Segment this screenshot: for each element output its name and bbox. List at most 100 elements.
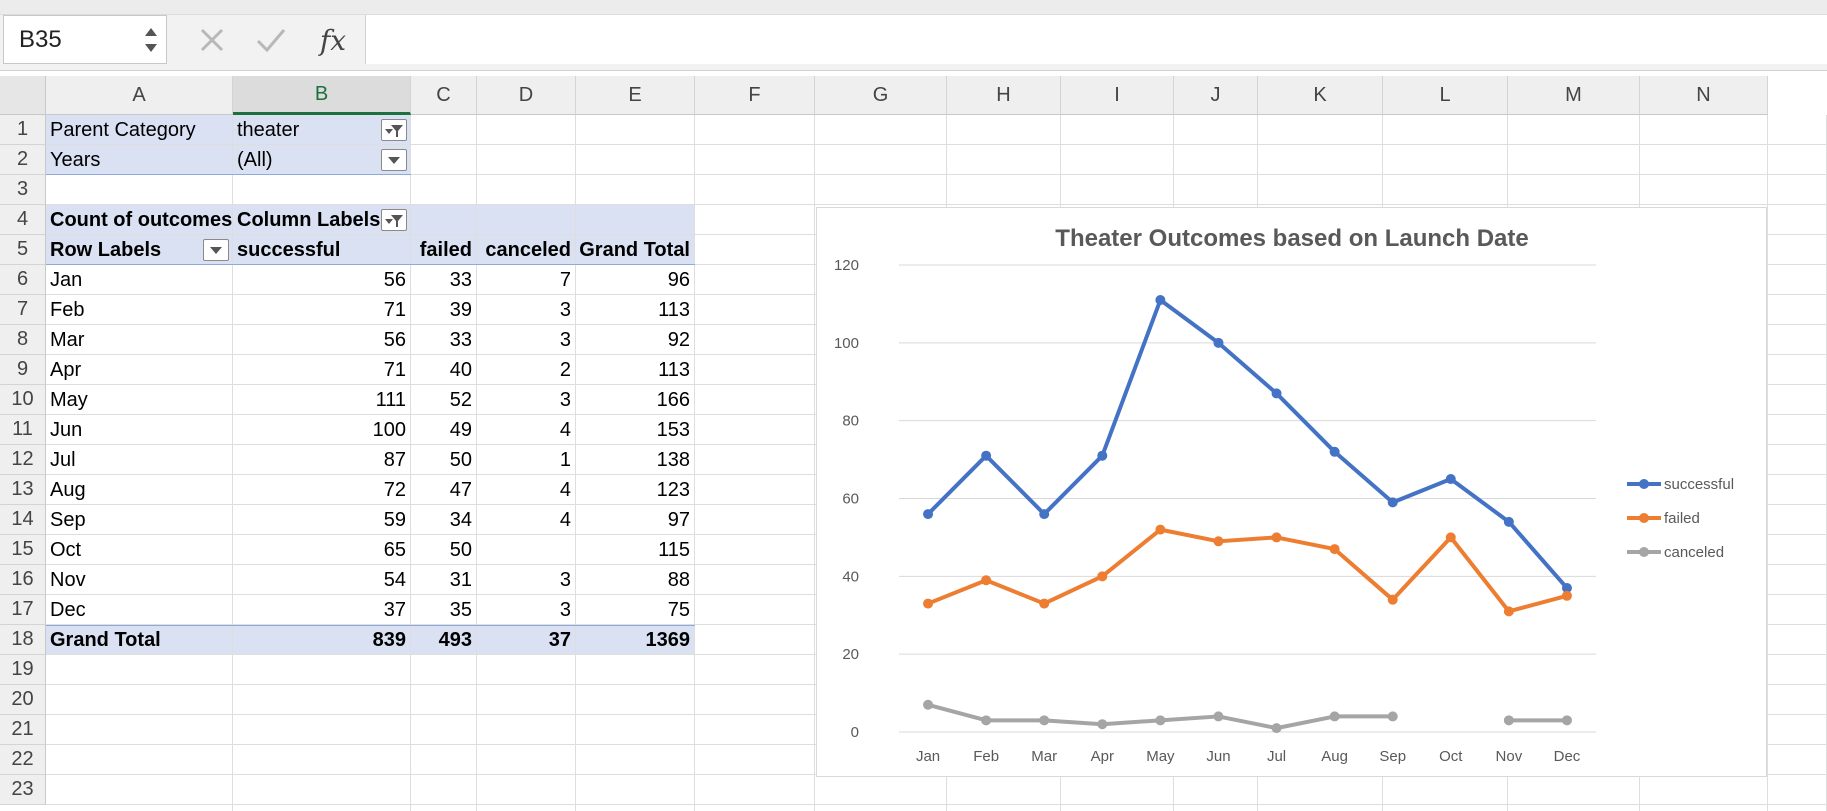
filter-label[interactable]: Parent Category xyxy=(50,119,196,141)
pivot-row-label[interactable]: May xyxy=(50,389,88,411)
pivot-cell-canceled[interactable]: 3 xyxy=(559,569,571,591)
line-chart[interactable]: Theater Outcomes based on Launch Date 0 20… xyxy=(816,207,1767,777)
filter-value[interactable]: (All) xyxy=(237,149,273,171)
pivot-cell-total[interactable]: 97 xyxy=(667,509,690,531)
row-header-14[interactable]: 14 xyxy=(0,505,46,535)
pivot-cell-successful[interactable]: 100 xyxy=(372,419,406,441)
pivot-cell-canceled[interactable]: 3 xyxy=(559,389,571,411)
pivot-cell-total[interactable]: 88 xyxy=(667,569,690,591)
pivot-cell-failed[interactable]: 34 xyxy=(449,509,472,531)
pivot-cell-failed[interactable]: 50 xyxy=(449,539,472,561)
pivot-row-label[interactable]: Sep xyxy=(50,509,86,531)
pivot-row-label[interactable]: Mar xyxy=(50,329,85,351)
row-header-6[interactable]: 6 xyxy=(0,265,46,295)
check-icon[interactable] xyxy=(254,20,288,60)
pivot-cell-canceled[interactable]: 3 xyxy=(559,299,571,321)
column-header-f[interactable]: F xyxy=(695,76,815,115)
row-header-11[interactable]: 11 xyxy=(0,415,46,445)
pivot-header-successful[interactable]: successful xyxy=(237,239,341,261)
pivot-header-canceled[interactable]: canceled xyxy=(485,239,571,261)
column-header-m[interactable]: M xyxy=(1508,76,1640,115)
pivot-cell-successful[interactable]: 111 xyxy=(375,389,406,411)
row-header-16[interactable]: 16 xyxy=(0,565,46,595)
pivot-cell-canceled[interactable]: 3 xyxy=(559,599,571,621)
grand-total-successful[interactable]: 839 xyxy=(372,629,406,651)
pivot-cell-successful[interactable]: 59 xyxy=(383,509,406,531)
filter-label[interactable]: Years xyxy=(50,149,101,171)
pivot-header-failed[interactable]: failed xyxy=(419,239,472,261)
pivot-row-label[interactable]: Oct xyxy=(50,539,82,561)
pivot-row-label[interactable]: Dec xyxy=(50,599,86,621)
pivot-cell-total[interactable]: 92 xyxy=(667,329,690,351)
pivot-cell-canceled[interactable]: 4 xyxy=(559,479,571,501)
row-header-8[interactable]: 8 xyxy=(0,325,46,355)
pivot-cell-failed[interactable]: 33 xyxy=(449,269,472,291)
pivot-cell-failed[interactable]: 49 xyxy=(449,419,472,441)
pivot-cell-successful[interactable]: 71 xyxy=(383,299,406,321)
row-header-15[interactable]: 15 xyxy=(0,535,46,565)
column-header-n[interactable]: N xyxy=(1640,76,1768,115)
pivot-cell-total[interactable]: 113 xyxy=(658,359,690,381)
column-header-j[interactable]: J xyxy=(1174,76,1258,115)
pivot-cell-failed[interactable]: 31 xyxy=(449,569,472,591)
row-header-5[interactable]: 5 xyxy=(0,235,46,265)
column-header-b[interactable]: B xyxy=(233,76,411,115)
pivot-row-label[interactable]: Jan xyxy=(50,269,83,291)
pivot-cell-failed[interactable]: 33 xyxy=(449,329,472,351)
row-header-21[interactable]: 21 xyxy=(0,715,46,745)
pivot-column-labels[interactable]: Column Labels xyxy=(237,209,381,231)
column-header-d[interactable]: D xyxy=(477,76,576,115)
column-header-h[interactable]: H xyxy=(947,76,1061,115)
column-header-i[interactable]: I xyxy=(1061,76,1174,115)
pivot-cell-canceled[interactable]: 4 xyxy=(559,509,571,531)
parent-category-filter-button[interactable] xyxy=(381,119,407,141)
row-header-22[interactable]: 22 xyxy=(0,745,46,775)
pivot-cell-total[interactable]: 166 xyxy=(656,389,690,411)
pivot-cell-total[interactable]: 123 xyxy=(656,479,690,501)
name-box[interactable]: B35 xyxy=(3,15,167,64)
row-header-9[interactable]: 9 xyxy=(0,355,46,385)
column-header-c[interactable]: C xyxy=(411,76,477,115)
pivot-cell-failed[interactable]: 47 xyxy=(449,479,472,501)
pivot-cell-failed[interactable]: 52 xyxy=(449,389,472,411)
pivot-cell-failed[interactable]: 40 xyxy=(449,359,472,381)
pivot-cell-canceled[interactable]: 4 xyxy=(559,419,571,441)
row-header-17[interactable]: 17 xyxy=(0,595,46,625)
pivot-cell-total[interactable]: 113 xyxy=(658,299,690,321)
pivot-cell-failed[interactable]: 39 xyxy=(449,299,472,321)
column-header-k[interactable]: K xyxy=(1258,76,1383,115)
pivot-cell-canceled[interactable]: 1 xyxy=(559,449,571,471)
pivot-cell-successful[interactable]: 71 xyxy=(383,359,406,381)
row-header-18[interactable]: 18 xyxy=(0,625,46,655)
pivot-cell-total[interactable]: 138 xyxy=(656,449,690,471)
pivot-row-label[interactable]: Nov xyxy=(50,569,86,591)
pivot-cell-successful[interactable]: 65 xyxy=(383,539,406,561)
column-header-a[interactable]: A xyxy=(46,76,233,115)
pivot-cell-successful[interactable]: 56 xyxy=(383,269,406,291)
pivot-cell-canceled[interactable]: 7 xyxy=(559,269,571,291)
pivot-row-label[interactable]: Aug xyxy=(50,479,86,501)
row-header-23[interactable]: 23 xyxy=(0,775,46,805)
row-header-10[interactable]: 10 xyxy=(0,385,46,415)
pivot-header-grand-total[interactable]: Grand Total xyxy=(579,239,690,261)
pivot-cell-failed[interactable]: 50 xyxy=(449,449,472,471)
pivot-cell-total[interactable]: 153 xyxy=(656,419,690,441)
pivot-cell-total[interactable]: 115 xyxy=(658,539,690,561)
row-header-19[interactable]: 19 xyxy=(0,655,46,685)
row-header-1[interactable]: 1 xyxy=(0,115,46,145)
pivot-cell-canceled[interactable]: 3 xyxy=(559,329,571,351)
pivot-cell-failed[interactable]: 35 xyxy=(449,599,472,621)
column-header-e[interactable]: E xyxy=(576,76,695,115)
row-header-20[interactable]: 20 xyxy=(0,685,46,715)
pivot-cell-canceled[interactable]: 2 xyxy=(559,359,571,381)
pivot-cell-successful[interactable]: 54 xyxy=(383,569,406,591)
grand-total-failed[interactable]: 493 xyxy=(438,629,472,651)
pivot-row-labels[interactable]: Row Labels xyxy=(50,239,162,261)
column-header-g[interactable]: G xyxy=(815,76,947,115)
pivot-row-label[interactable]: Apr xyxy=(50,359,82,381)
row-header-3[interactable]: 3 xyxy=(0,175,46,205)
pivot-cell-successful[interactable]: 56 xyxy=(383,329,406,351)
pivot-row-label[interactable]: Feb xyxy=(50,299,85,321)
column-labels-filter-button[interactable] xyxy=(381,209,407,231)
row-header-7[interactable]: 7 xyxy=(0,295,46,325)
